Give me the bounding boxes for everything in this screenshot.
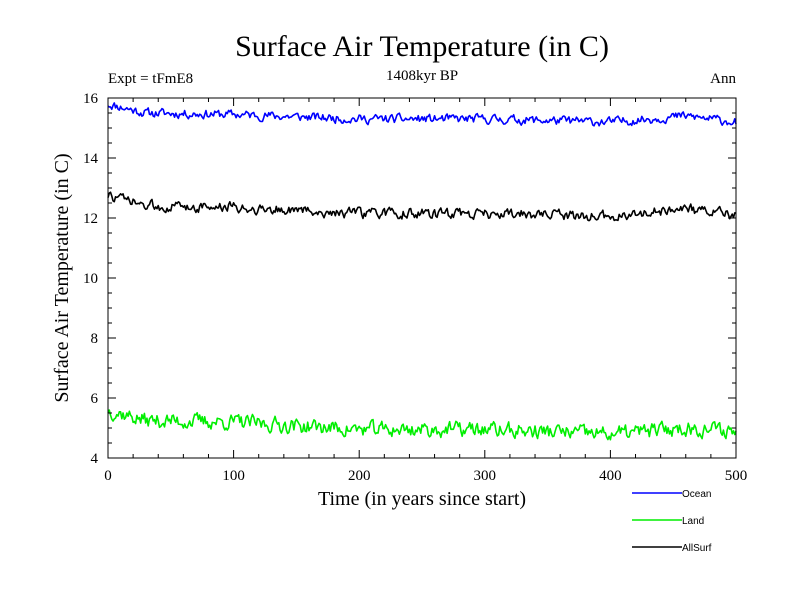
x-tick-label: 300 [474,468,497,484]
y-tick-label: 16 [83,91,99,107]
season-label: Ann [710,71,736,87]
y-tick-label: 6 [91,391,99,407]
y-tick-label: 4 [91,451,99,467]
tick-labels-layer: 0 100 200 300 400 500 4 6 8 10 12 14 16 [83,91,747,484]
x-tick-label: 0 [104,468,112,484]
chart-title: Surface Air Temperature (in C) [235,30,609,63]
legend-label-ocean: Ocean [682,489,711,500]
ticks-layer [107,97,737,459]
chart-subtitle: 1408kyr BP [386,68,458,84]
x-tick-label: 100 [222,468,245,484]
y-tick-label: 12 [83,211,98,227]
experiment-label: Expt = tFmE8 [108,71,193,87]
series-line-allsurf [107,191,737,222]
y-tick-label: 8 [91,331,99,347]
series-line-land [107,409,737,441]
y-tick-label: 14 [83,151,99,167]
x-tick-label: 200 [348,468,371,484]
series-line-ocean [107,102,737,127]
series-layer [107,102,737,441]
legend-label-allsurf: AllSurf [682,543,712,554]
plot-frame [107,97,737,459]
legend-label-land: Land [682,516,704,527]
x-tick-label: 400 [599,468,622,484]
y-axis-label: Surface Air Temperature (in C) [51,153,73,402]
x-axis-label: Time (in years since start) [318,488,526,510]
y-tick-label: 10 [83,271,98,287]
legend: Ocean Land AllSurf [632,489,712,554]
x-tick-label: 500 [725,468,748,484]
